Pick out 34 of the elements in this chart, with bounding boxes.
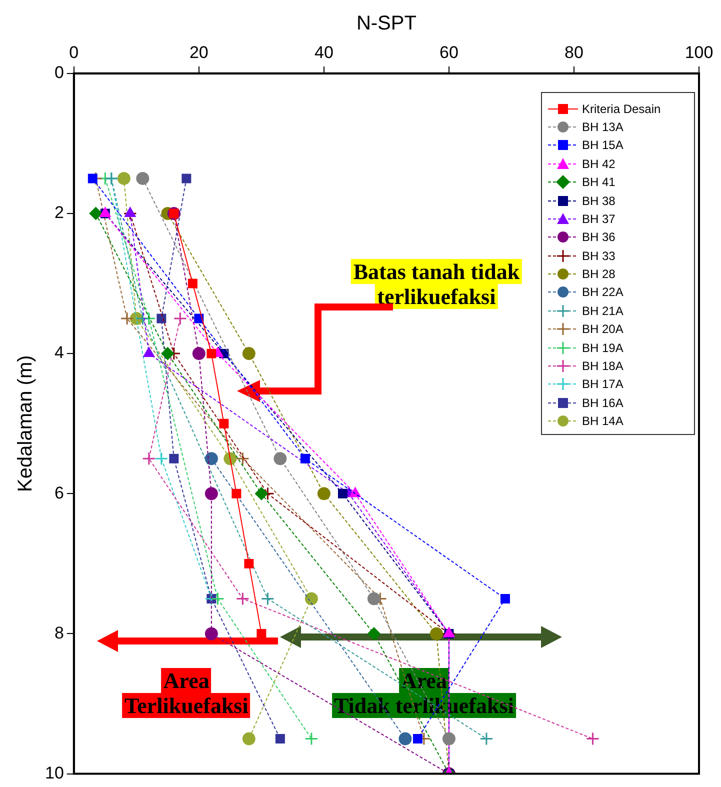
legend-label: BH 36 [582,230,616,244]
annotation: Batas tanah tidak terlikuefaksi [351,258,522,309]
y-tick-label: 2 [54,203,64,222]
x-tick-label: 40 [314,42,334,62]
x-tick-label: 0 [69,42,79,62]
y-tick-label: 0 [54,63,64,82]
x-tick-label: 20 [189,42,208,62]
legend-label: Kriteria Desain [582,102,661,116]
legend-label: BH 41 [582,175,616,190]
legend-label: BH 17A [582,377,624,392]
legend-label: BH 15A [582,138,624,152]
legend-label: BH 42 [582,156,616,171]
x-tick-label: 60 [440,42,458,62]
annotation: Area Terlikuefaksi [122,668,250,718]
x-tick-label: 80 [564,42,584,62]
y-axis-title: Kedalaman (m) [14,355,37,492]
legend-label: BH 20A [582,322,624,336]
legend-label: BH 38 [582,194,616,208]
legend-label: BH 14A [582,414,624,428]
legend-label: BH 21A [582,304,624,318]
x-axis-title: N-SPT [356,12,416,35]
legend-label: BH 19A [582,340,624,355]
y-tick-label: 4 [54,343,64,362]
y-tick-label: 8 [54,623,64,642]
legend-label: BH 37 [582,212,616,226]
x-tick-label: 100 [684,42,714,62]
y-tick-label: 6 [54,483,64,502]
y-tick-label: 10 [44,763,64,782]
legend-label: BH 16A [582,396,624,410]
legend-label: BH 33 [582,248,616,263]
legend-label: BH 13A [582,120,624,134]
legend-label: BH 28 [582,267,616,282]
legend-label: BH 18A [582,359,624,374]
legend-label: BH 22A [582,285,624,300]
